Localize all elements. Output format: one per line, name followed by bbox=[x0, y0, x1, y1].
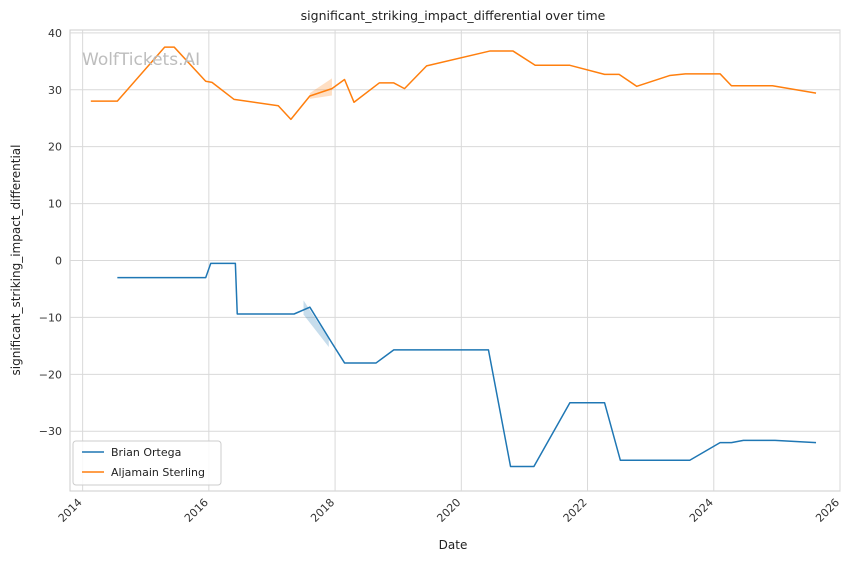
series-lines bbox=[90, 46, 817, 468]
x-tick-label: 2024 bbox=[687, 496, 716, 525]
x-tick-label: 2020 bbox=[434, 496, 463, 525]
x-axis-label: Date bbox=[439, 538, 468, 552]
legend-box bbox=[72, 440, 222, 486]
grid bbox=[70, 30, 841, 491]
confidence-band-brian-ortega bbox=[303, 300, 329, 348]
x-tick-label: 2018 bbox=[308, 496, 337, 525]
y-tick-label: 40 bbox=[48, 27, 62, 40]
y-tick-label: 30 bbox=[48, 84, 62, 97]
series-line-brian-ortega bbox=[117, 262, 817, 468]
legend: Brian Ortega Aljamain Sterling bbox=[72, 440, 222, 486]
y-tick-label: −10 bbox=[39, 311, 62, 324]
series-line-aljamain-sterling bbox=[90, 46, 817, 121]
x-tick-label: 2014 bbox=[56, 496, 85, 525]
y-axis-label: significant_striking_impact_differential bbox=[9, 145, 23, 376]
x-tick-label: 2026 bbox=[813, 496, 842, 525]
y-tick-label: −20 bbox=[39, 368, 62, 381]
legend-label-aljamain-sterling: Aljamain Sterling bbox=[111, 466, 205, 479]
legend-label-brian-ortega: Brian Ortega bbox=[111, 446, 181, 459]
x-tick-label: 2016 bbox=[182, 496, 211, 525]
y-tick-label: 0 bbox=[55, 255, 62, 268]
watermark: WolfTickets.AI bbox=[82, 50, 200, 70]
x-tick-label: 2022 bbox=[561, 496, 590, 525]
y-tick-label: 20 bbox=[48, 141, 62, 154]
y-tick-label: −30 bbox=[39, 425, 62, 438]
chart-title: significant_striking_impact_differential… bbox=[301, 8, 606, 23]
y-tick-label: 10 bbox=[48, 198, 62, 211]
